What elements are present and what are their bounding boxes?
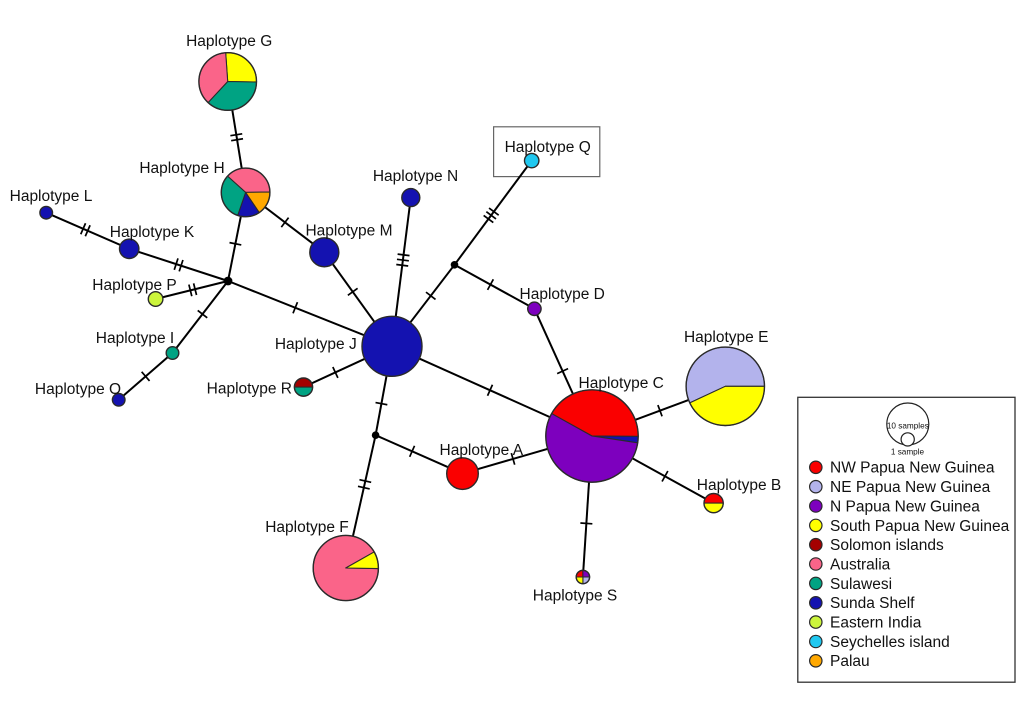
svg-text:Haplotype O: Haplotype O xyxy=(35,381,121,398)
svg-text:Haplotype L: Haplotype L xyxy=(10,188,93,205)
svg-text:Haplotype C: Haplotype C xyxy=(579,375,664,392)
svg-text:Haplotype K: Haplotype K xyxy=(110,224,195,241)
svg-text:Seychelles island: Seychelles island xyxy=(830,634,950,651)
svg-text:Haplotype P: Haplotype P xyxy=(92,277,176,294)
svg-text:Haplotype Q: Haplotype Q xyxy=(505,139,591,156)
svg-text:Haplotype S: Haplotype S xyxy=(533,587,617,604)
svg-text:Haplotype E: Haplotype E xyxy=(684,329,768,346)
svg-text:Solomon islands: Solomon islands xyxy=(830,537,944,554)
svg-text:10 samples: 10 samples xyxy=(887,422,929,431)
svg-text:Haplotype I: Haplotype I xyxy=(96,330,174,347)
svg-text:NW Papua New Guinea: NW Papua New Guinea xyxy=(830,460,995,477)
svg-text:Haplotype D: Haplotype D xyxy=(520,286,605,303)
svg-text:Haplotype J: Haplotype J xyxy=(275,336,357,353)
svg-text:Australia: Australia xyxy=(830,556,891,573)
svg-text:Eastern India: Eastern India xyxy=(830,615,922,632)
svg-text:NE Papua New Guinea: NE Papua New Guinea xyxy=(830,479,991,496)
svg-text:South Papua New Guinea: South Papua New Guinea xyxy=(830,518,1010,535)
svg-text:Haplotype A: Haplotype A xyxy=(440,442,524,459)
svg-text:Haplotype M: Haplotype M xyxy=(305,223,392,240)
svg-text:Haplotype B: Haplotype B xyxy=(697,477,781,494)
svg-text:Sunda Shelf: Sunda Shelf xyxy=(830,595,915,612)
svg-text:Haplotype G: Haplotype G xyxy=(186,33,272,50)
svg-text:N Papua New Guinea: N Papua New Guinea xyxy=(830,498,980,515)
svg-text:Haplotype R: Haplotype R xyxy=(207,381,292,398)
svg-text:Haplotype F: Haplotype F xyxy=(265,519,349,536)
svg-text:Haplotype N: Haplotype N xyxy=(373,168,458,185)
svg-text:Sulawesi: Sulawesi xyxy=(830,576,892,593)
svg-text:Haplotype H: Haplotype H xyxy=(139,160,224,177)
svg-text:1 sample: 1 sample xyxy=(891,448,925,457)
svg-text:Palau: Palau xyxy=(830,653,870,670)
